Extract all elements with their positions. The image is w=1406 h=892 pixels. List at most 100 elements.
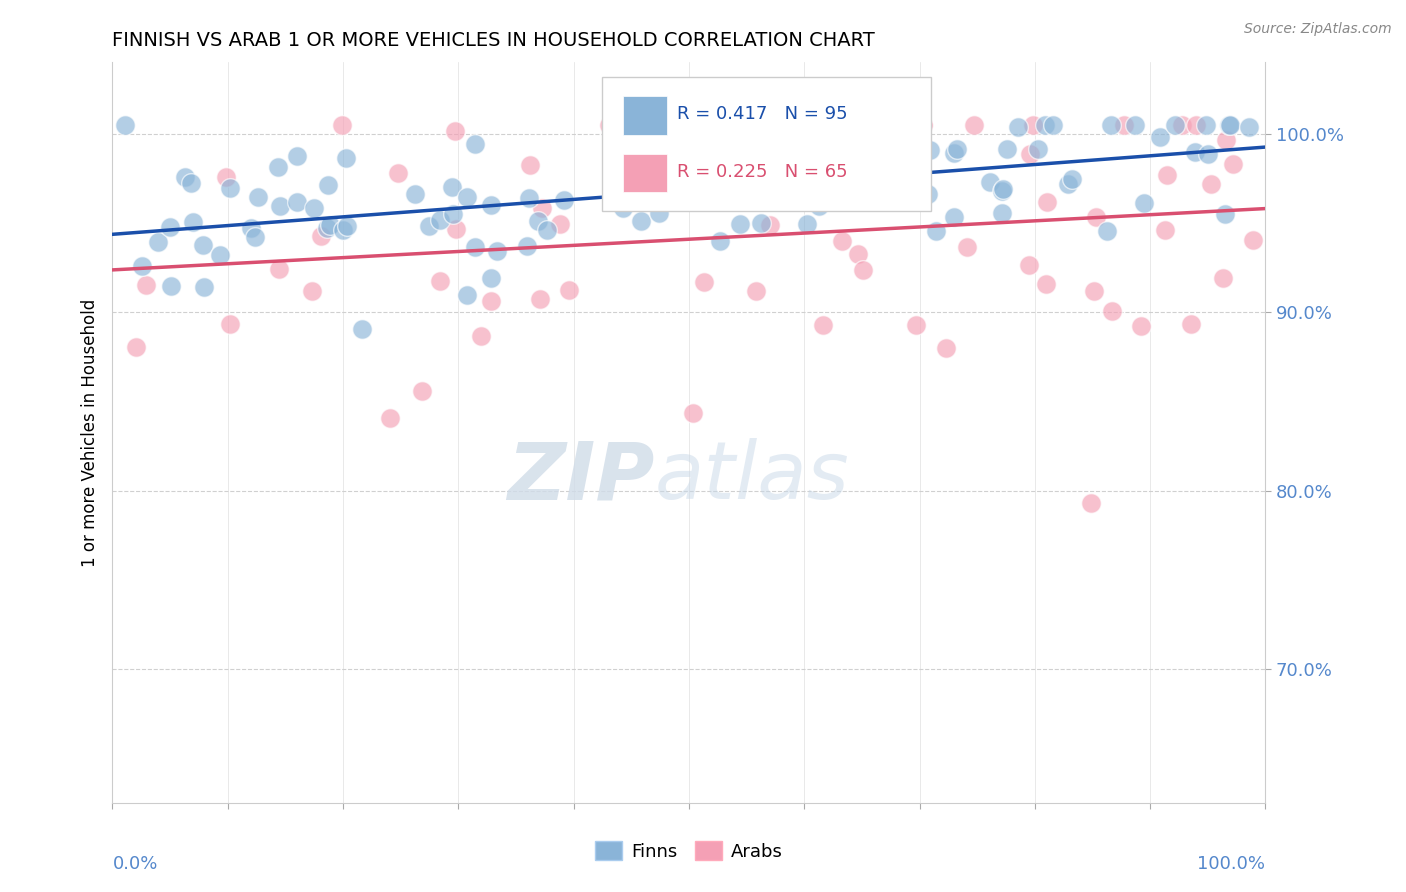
FancyBboxPatch shape bbox=[623, 96, 666, 135]
Point bbox=[378, 410, 401, 425]
Point bbox=[1237, 120, 1260, 134]
Point bbox=[745, 284, 768, 298]
Point bbox=[648, 206, 671, 220]
Point bbox=[429, 213, 451, 227]
Point bbox=[315, 221, 337, 235]
Point bbox=[924, 224, 946, 238]
Point bbox=[917, 187, 939, 202]
Point bbox=[1201, 177, 1223, 191]
Point bbox=[831, 235, 853, 249]
Point bbox=[1195, 118, 1218, 132]
Point bbox=[1057, 177, 1080, 191]
Point bbox=[418, 219, 440, 233]
Point bbox=[440, 180, 463, 194]
Point bbox=[1180, 317, 1202, 331]
Point bbox=[1219, 118, 1241, 132]
Text: R = 0.225   N = 65: R = 0.225 N = 65 bbox=[678, 163, 848, 181]
Point bbox=[486, 244, 509, 259]
Point bbox=[441, 207, 464, 221]
Point bbox=[269, 199, 291, 213]
Point bbox=[180, 176, 202, 190]
Point bbox=[993, 182, 1015, 196]
Point bbox=[1083, 284, 1105, 298]
Point bbox=[630, 213, 652, 227]
Point bbox=[852, 263, 875, 277]
Point bbox=[470, 329, 492, 343]
Point bbox=[1007, 120, 1029, 135]
Text: 100.0%: 100.0% bbox=[1198, 855, 1265, 872]
Point bbox=[793, 118, 815, 132]
Point bbox=[1215, 133, 1237, 147]
Point bbox=[548, 217, 571, 231]
Point bbox=[125, 340, 148, 354]
Point bbox=[267, 160, 290, 174]
Point bbox=[1035, 277, 1057, 292]
Point bbox=[536, 223, 558, 237]
Point bbox=[146, 235, 169, 249]
Point bbox=[160, 278, 183, 293]
Point bbox=[1153, 223, 1175, 237]
Point bbox=[1184, 145, 1206, 160]
Point bbox=[1164, 118, 1187, 132]
Point bbox=[728, 217, 751, 231]
Point bbox=[956, 240, 979, 254]
Point bbox=[302, 201, 325, 215]
Point bbox=[285, 195, 308, 210]
Point bbox=[309, 228, 332, 243]
Point bbox=[1171, 118, 1194, 132]
Point bbox=[703, 151, 725, 165]
Point bbox=[173, 170, 195, 185]
Point bbox=[1123, 118, 1146, 132]
Point bbox=[866, 136, 889, 150]
Point bbox=[411, 384, 433, 399]
Point bbox=[519, 158, 541, 172]
Point bbox=[1022, 118, 1045, 132]
Point bbox=[838, 118, 860, 132]
Point bbox=[479, 270, 502, 285]
Point bbox=[1097, 223, 1119, 237]
Point bbox=[683, 194, 706, 209]
Point bbox=[1101, 303, 1123, 318]
Point bbox=[1042, 118, 1064, 132]
Point bbox=[193, 280, 215, 294]
Point bbox=[682, 406, 704, 420]
Point bbox=[904, 318, 927, 332]
Text: atlas: atlas bbox=[654, 438, 849, 516]
Point bbox=[245, 230, 267, 244]
Point bbox=[456, 287, 478, 301]
Point bbox=[821, 136, 844, 151]
Point bbox=[531, 202, 554, 216]
Point bbox=[946, 142, 969, 156]
Point bbox=[301, 284, 323, 298]
Point bbox=[332, 222, 354, 236]
Point bbox=[1035, 194, 1057, 209]
Point bbox=[990, 184, 1012, 198]
Point bbox=[602, 169, 624, 184]
Text: Source: ZipAtlas.com: Source: ZipAtlas.com bbox=[1244, 22, 1392, 37]
Point bbox=[918, 143, 941, 157]
Point bbox=[1018, 258, 1040, 272]
Point bbox=[696, 185, 718, 199]
Point bbox=[1213, 207, 1236, 221]
Point bbox=[1019, 147, 1042, 161]
Point bbox=[456, 189, 478, 203]
Point bbox=[1222, 157, 1244, 171]
Point bbox=[517, 191, 540, 205]
Point bbox=[803, 175, 825, 189]
Point bbox=[1033, 118, 1056, 132]
Point bbox=[1212, 271, 1234, 285]
Point bbox=[1132, 196, 1154, 211]
Point bbox=[240, 221, 263, 235]
Point bbox=[995, 142, 1018, 156]
Point bbox=[1080, 496, 1102, 510]
Point bbox=[672, 153, 695, 167]
Point bbox=[811, 318, 834, 333]
Point bbox=[751, 216, 773, 230]
Point bbox=[1197, 146, 1219, 161]
Point bbox=[114, 118, 136, 132]
Point bbox=[319, 219, 342, 233]
Point bbox=[131, 259, 153, 273]
Point bbox=[612, 201, 634, 215]
Point bbox=[335, 151, 357, 165]
Point bbox=[852, 118, 875, 132]
